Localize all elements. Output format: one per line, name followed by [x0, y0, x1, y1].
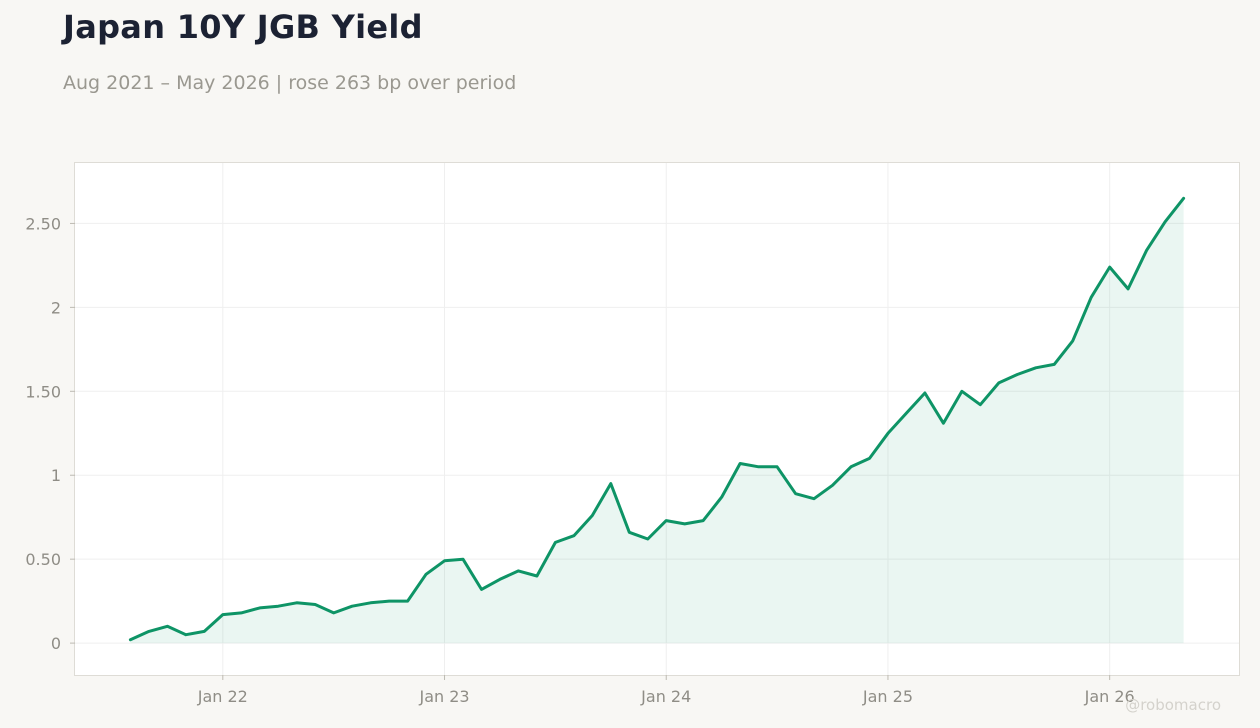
y-axis: 0 0.50 1 1.50 2 2.50 [25, 214, 75, 653]
series-area-fill [130, 198, 1184, 644]
series-line [128, 196, 1186, 642]
x-tick-label: Jan 24 [640, 687, 691, 706]
y-tick-label: 2.50 [25, 214, 61, 233]
grid [75, 163, 1239, 675]
x-tick-label: Jan 25 [862, 687, 913, 706]
x-tick-label: Jan 22 [197, 687, 248, 706]
y-tick-label: 1 [51, 466, 61, 485]
y-tick-label: 1.50 [25, 382, 61, 401]
y-tick-label: 2 [51, 298, 61, 317]
y-tick-label: 0.50 [25, 550, 61, 569]
plot-area [74, 162, 1240, 676]
chart-subtitle: Aug 2021 – May 2026 | rose 263 bp over p… [63, 72, 517, 94]
x-tick-label: Jan 26 [1084, 687, 1135, 706]
x-tick-label: Jan 23 [418, 687, 469, 706]
watermark-text: @robomacro [1125, 696, 1221, 714]
x-axis: Jan 22 Jan 23 Jan 24 Jan 25 Jan 26 [197, 675, 1135, 706]
y-tick-label: 0 [51, 634, 61, 653]
chart-title: Japan 10Y JGB Yield [63, 8, 423, 46]
